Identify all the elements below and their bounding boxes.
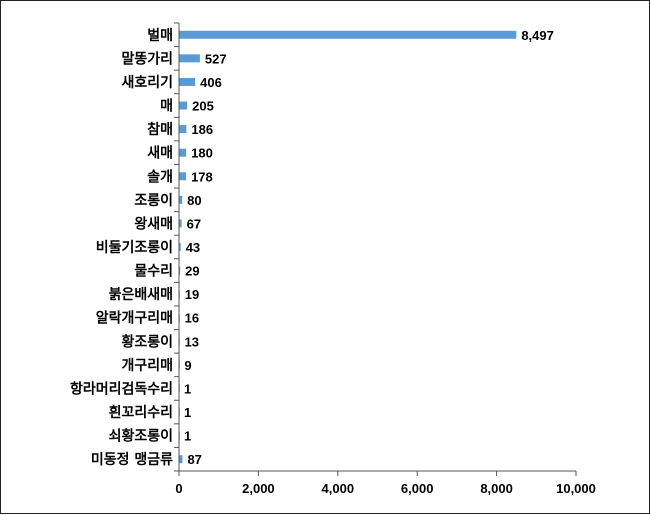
value-label: 1 <box>184 405 191 420</box>
category-label: 말똥가리 <box>121 51 173 67</box>
category-label: 벌매 <box>147 27 173 44</box>
value-label: 178 <box>191 169 213 184</box>
category-label: 알락개구리매 <box>96 311 173 327</box>
category-label: 비둘기조롱이 <box>96 239 173 256</box>
category-label: 쇠황조롱이 <box>109 428 173 445</box>
value-label: 205 <box>192 99 214 114</box>
category-label: 솔개 <box>147 169 173 185</box>
value-label: 186 <box>191 122 213 137</box>
value-label: 19 <box>185 287 199 302</box>
value-label: 29 <box>185 264 199 279</box>
value-label: 1 <box>184 381 191 396</box>
value-label: 9 <box>184 358 191 373</box>
bar <box>179 148 187 157</box>
x-tick-label: 4,000 <box>322 481 355 496</box>
value-label: 16 <box>185 311 199 326</box>
category-label: 조롱이 <box>134 192 173 209</box>
bar <box>179 219 182 228</box>
category-label: 황조롱이 <box>121 333 173 350</box>
value-label: 43 <box>186 240 200 255</box>
bar <box>179 455 183 464</box>
bar <box>179 266 181 275</box>
bar <box>179 54 200 63</box>
x-tick-label: 6,000 <box>401 481 434 496</box>
bars-layer <box>179 30 517 464</box>
bar <box>179 101 188 110</box>
category-label: 흰꼬리수리 <box>109 404 173 421</box>
value-label: 13 <box>185 334 199 349</box>
value-label: 180 <box>191 146 213 161</box>
x-tick-label: 10,000 <box>556 481 596 496</box>
value-label: 67 <box>187 216 201 231</box>
bar <box>179 172 187 181</box>
category-label: 물수리 <box>134 264 173 280</box>
axes-layer <box>174 22 577 476</box>
x-tick-label: 0 <box>175 481 182 496</box>
value-label: 527 <box>205 51 227 66</box>
category-label: 미동정 맹금류 <box>91 451 173 468</box>
bar <box>179 77 196 86</box>
bar <box>179 125 187 134</box>
category-label: 매 <box>160 99 173 115</box>
value-label: 406 <box>200 75 222 90</box>
category-label: 새매 <box>147 146 173 162</box>
category-label: 붉은배새매 <box>109 287 173 303</box>
bar <box>179 195 183 204</box>
category-label: 참매 <box>147 122 173 138</box>
value-label: 87 <box>187 452 201 467</box>
category-label: 개구리매 <box>121 358 173 374</box>
x-tick-label: 8,000 <box>480 481 513 496</box>
category-label: 항라머리검독수리 <box>70 380 173 397</box>
bar <box>179 243 181 251</box>
x-tick-label: 2,000 <box>242 481 275 496</box>
value-label: 80 <box>187 193 201 208</box>
category-label: 왕새매 <box>134 216 173 232</box>
value-label: 1 <box>184 429 191 444</box>
category-label: 새호리기 <box>121 75 173 91</box>
value-label: 8,497 <box>521 28 554 43</box>
bar <box>179 30 517 39</box>
